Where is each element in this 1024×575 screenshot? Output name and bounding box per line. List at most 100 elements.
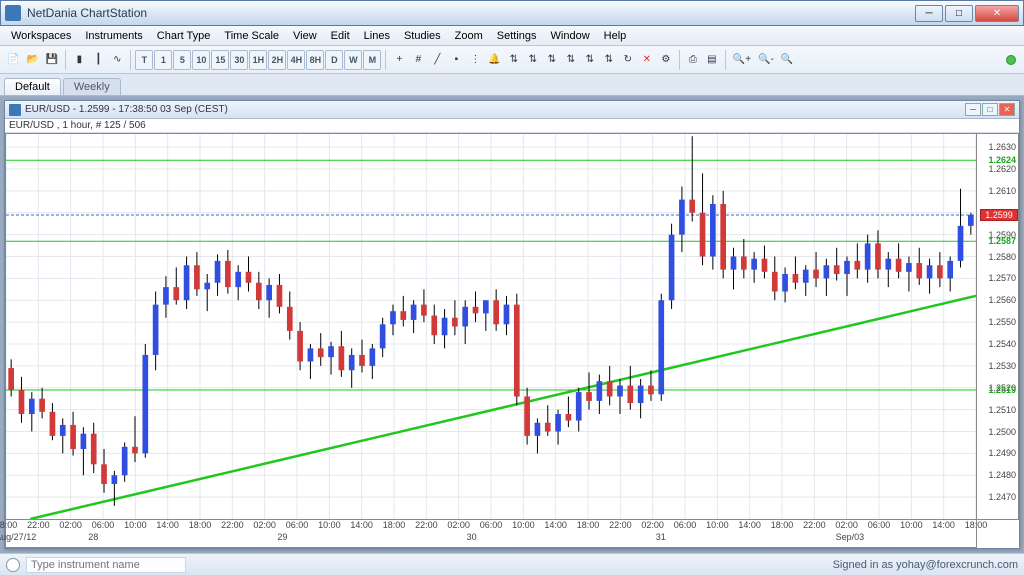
chart-meta: EUR/USD , 1 hour, # 125 / 506 bbox=[5, 119, 1019, 133]
chart-window: EUR/USD - 1.2599 - 17:38:50 03 Sep (CEST… bbox=[4, 100, 1020, 549]
timeframe-10[interactable]: 10 bbox=[192, 50, 210, 70]
timeframe-W[interactable]: W bbox=[344, 50, 362, 70]
separator bbox=[130, 50, 131, 70]
x-date-label: 31 bbox=[656, 532, 666, 542]
print-icon[interactable]: ⎙ bbox=[684, 50, 702, 70]
x-tick-label: 18:00 bbox=[189, 520, 212, 530]
x-tick-label: 10:00 bbox=[512, 520, 535, 530]
volume-icon[interactable]: ▪ bbox=[447, 50, 465, 70]
zoom-out-icon[interactable]: 🔍- bbox=[755, 50, 777, 70]
connection-status-icon bbox=[1006, 55, 1016, 65]
timeframe-1H[interactable]: 1H bbox=[249, 50, 267, 70]
chart-close-button[interactable]: ✕ bbox=[999, 103, 1015, 116]
maximize-button[interactable]: □ bbox=[945, 5, 973, 22]
separator bbox=[385, 50, 386, 70]
zoom-reset-icon[interactable]: 🔍 bbox=[778, 50, 796, 70]
timeframe-5[interactable]: 5 bbox=[173, 50, 191, 70]
x-tick-label: 02:00 bbox=[447, 520, 470, 530]
x-tick-label: 10:00 bbox=[900, 520, 923, 530]
barchart-icon[interactable]: ┃ bbox=[89, 50, 107, 70]
tool-icon[interactable]: ⇅ bbox=[562, 50, 580, 70]
refresh-icon[interactable]: ↻ bbox=[619, 50, 637, 70]
menu-help[interactable]: Help bbox=[597, 28, 634, 44]
timeframe-T[interactable]: T bbox=[135, 50, 153, 70]
timeframe-4H[interactable]: 4H bbox=[287, 50, 305, 70]
study-icon[interactable]: ⋮ bbox=[466, 50, 484, 70]
tab-default[interactable]: Default bbox=[4, 78, 61, 95]
hline-label: 1.2624 bbox=[988, 155, 1016, 165]
chart-body: 1.24701.24801.24901.25001.25101.25201.25… bbox=[5, 133, 1019, 548]
x-tick-label: 14:00 bbox=[544, 520, 567, 530]
menu-chart-type[interactable]: Chart Type bbox=[150, 28, 218, 44]
menu-instruments[interactable]: Instruments bbox=[78, 28, 149, 44]
x-tick-label: 18:00 bbox=[965, 520, 988, 530]
menu-time-scale[interactable]: Time Scale bbox=[217, 28, 286, 44]
tool-icon[interactable]: ⇅ bbox=[600, 50, 618, 70]
save-icon[interactable]: 💾 bbox=[43, 50, 61, 70]
trendline-icon[interactable]: ╱ bbox=[428, 50, 446, 70]
crosshair-icon[interactable]: + bbox=[390, 50, 408, 70]
y-tick-label: 1.2470 bbox=[988, 492, 1016, 502]
y-tick-label: 1.2500 bbox=[988, 427, 1016, 437]
alert-icon[interactable]: 🔔 bbox=[485, 50, 503, 70]
x-date-label: 30 bbox=[467, 532, 477, 542]
x-tick-label: 02:00 bbox=[835, 520, 858, 530]
chart-minimize-button[interactable]: ─ bbox=[965, 103, 981, 116]
x-axis: 18:00 22:00 02:00 06:00 10:00 14:00 18:00 22:00… bbox=[5, 520, 977, 548]
menu-window[interactable]: Window bbox=[544, 28, 597, 44]
tool-icon[interactable]: ⇅ bbox=[505, 50, 523, 70]
open-icon[interactable]: 📂 bbox=[23, 50, 41, 70]
x-tick-label: 22:00 bbox=[27, 520, 50, 530]
timeframe-8H[interactable]: 8H bbox=[306, 50, 324, 70]
timeframe-30[interactable]: 30 bbox=[230, 50, 248, 70]
x-tick-label: 02:00 bbox=[59, 520, 82, 530]
y-tick-label: 1.2580 bbox=[988, 252, 1016, 262]
timeframe-2H[interactable]: 2H bbox=[268, 50, 286, 70]
zoom-in-icon[interactable]: 🔍+ bbox=[730, 50, 754, 70]
menu-settings[interactable]: Settings bbox=[490, 28, 544, 44]
x-date-label: Sep/03 bbox=[836, 532, 865, 542]
candlestick-icon[interactable]: ▮ bbox=[70, 50, 88, 70]
close-button[interactable]: ✕ bbox=[975, 5, 1019, 22]
delete-icon[interactable]: ✕ bbox=[638, 50, 656, 70]
app-icon bbox=[5, 5, 21, 21]
y-axis: 1.24701.24801.24901.25001.25101.25201.25… bbox=[977, 133, 1019, 520]
tab-weekly[interactable]: Weekly bbox=[63, 78, 121, 95]
search-icon[interactable] bbox=[6, 558, 20, 572]
y-tick-label: 1.2560 bbox=[988, 295, 1016, 305]
linechart-icon[interactable]: ∿ bbox=[108, 50, 126, 70]
x-tick-label: 14:00 bbox=[156, 520, 179, 530]
menu-lines[interactable]: Lines bbox=[357, 28, 397, 44]
tool-icon[interactable]: ⇅ bbox=[581, 50, 599, 70]
menu-edit[interactable]: Edit bbox=[324, 28, 357, 44]
chart-maximize-button[interactable]: □ bbox=[982, 103, 998, 116]
grid-icon[interactable]: # bbox=[409, 50, 427, 70]
status-bar: Signed in as yohay@forexcrunch.com bbox=[0, 553, 1024, 575]
x-tick-label: 22:00 bbox=[221, 520, 244, 530]
tool-icon[interactable]: ⇅ bbox=[524, 50, 542, 70]
signed-in-label: Signed in as yohay@forexcrunch.com bbox=[833, 559, 1018, 571]
minimize-button[interactable]: ─ bbox=[915, 5, 943, 22]
timeframe-D[interactable]: D bbox=[325, 50, 343, 70]
x-tick-label: 18:00 bbox=[771, 520, 794, 530]
hline-label: 1.2587 bbox=[988, 236, 1016, 246]
settings-icon[interactable]: ⚙ bbox=[657, 50, 675, 70]
new-icon[interactable]: 📄 bbox=[4, 50, 22, 70]
separator bbox=[65, 50, 66, 70]
x-tick-label: 22:00 bbox=[803, 520, 826, 530]
tool-icon[interactable]: ⇅ bbox=[543, 50, 561, 70]
timeframe-15[interactable]: 15 bbox=[211, 50, 229, 70]
menu-studies[interactable]: Studies bbox=[397, 28, 448, 44]
instrument-search-input[interactable] bbox=[26, 557, 186, 573]
hline-label: 1.2519 bbox=[988, 385, 1016, 395]
chart-plot[interactable] bbox=[5, 133, 977, 520]
y-tick-label: 1.2480 bbox=[988, 470, 1016, 480]
timeframe-M[interactable]: M bbox=[363, 50, 381, 70]
timeframe-1[interactable]: 1 bbox=[154, 50, 172, 70]
menu-workspaces[interactable]: Workspaces bbox=[4, 28, 78, 44]
export-icon[interactable]: ▤ bbox=[703, 50, 721, 70]
menu-zoom[interactable]: Zoom bbox=[448, 28, 490, 44]
x-tick-label: 06:00 bbox=[868, 520, 891, 530]
x-tick-label: 22:00 bbox=[415, 520, 438, 530]
menu-view[interactable]: View bbox=[286, 28, 324, 44]
